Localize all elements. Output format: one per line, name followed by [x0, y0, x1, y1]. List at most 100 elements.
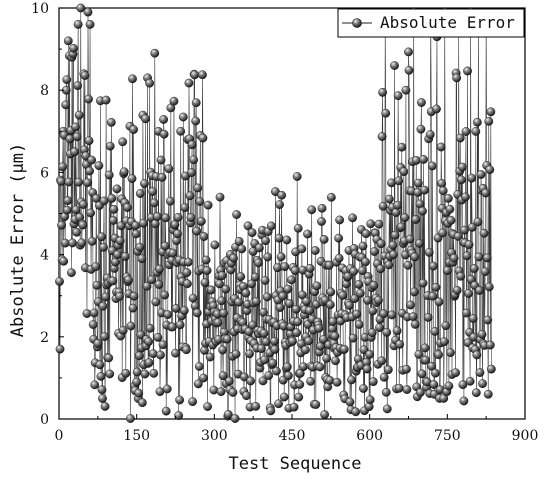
- data-point: [464, 289, 473, 298]
- data-point: [78, 200, 88, 209]
- data-point: [379, 309, 389, 319]
- data-point: [314, 323, 324, 333]
- data-point: [471, 127, 481, 136]
- data-point: [394, 383, 404, 393]
- data-point: [414, 238, 424, 248]
- data-point: [417, 98, 426, 107]
- data-point: [391, 208, 401, 217]
- data-point: [187, 168, 196, 177]
- data-point: [259, 328, 269, 338]
- data-point: [384, 260, 394, 270]
- data-point: [140, 179, 149, 188]
- data-point: [85, 20, 95, 29]
- data-point: [193, 379, 203, 389]
- data-point: [409, 287, 419, 297]
- data-point: [196, 216, 206, 226]
- data-point: [89, 308, 99, 318]
- data-point: [449, 253, 459, 263]
- data-point: [160, 290, 170, 300]
- data-point: [396, 222, 406, 232]
- data-point: [377, 356, 386, 366]
- data-point: [199, 373, 208, 383]
- data-point: [131, 221, 141, 230]
- x-tick-label: 0: [55, 428, 64, 444]
- data-point: [453, 231, 463, 241]
- data-point: [482, 253, 492, 263]
- data-point: [100, 332, 109, 341]
- data-point: [443, 194, 453, 203]
- data-point: [228, 388, 238, 397]
- data-point: [451, 368, 461, 378]
- data-point: [77, 238, 87, 248]
- data-point: [319, 235, 329, 244]
- data-point: [362, 364, 372, 374]
- data-point: [64, 177, 74, 187]
- data-point: [291, 304, 301, 314]
- data-point: [181, 345, 191, 355]
- data-point: [455, 133, 465, 143]
- data-point: [402, 364, 411, 374]
- data-point: [358, 266, 367, 276]
- data-point: [58, 162, 68, 172]
- data-point: [292, 328, 302, 338]
- data-point: [151, 297, 161, 307]
- data-point: [306, 376, 316, 386]
- data-point: [418, 278, 428, 288]
- data-point: [401, 85, 411, 95]
- data-point: [479, 228, 489, 238]
- data-point: [213, 318, 223, 327]
- data-point: [62, 205, 72, 215]
- data-point: [257, 344, 266, 353]
- data-point: [468, 314, 478, 323]
- data-point: [141, 114, 150, 124]
- data-point: [474, 252, 484, 262]
- data-point: [55, 277, 64, 286]
- data-point: [90, 380, 100, 390]
- data-point: [261, 236, 270, 246]
- data-point: [184, 78, 194, 88]
- data-point: [388, 240, 398, 250]
- data-point: [326, 287, 336, 297]
- data-point: [173, 229, 182, 239]
- data-point: [86, 208, 95, 218]
- data-point: [100, 401, 110, 411]
- data-point: [127, 174, 137, 183]
- data-point: [266, 221, 276, 231]
- x-tick-label: 450: [279, 428, 306, 444]
- data-point: [148, 187, 158, 196]
- data-point: [369, 247, 379, 256]
- data-point: [416, 388, 425, 397]
- data-point: [361, 257, 370, 267]
- data-point: [382, 404, 392, 414]
- data-point: [189, 155, 199, 165]
- data-point: [200, 278, 210, 288]
- data-point: [462, 251, 472, 261]
- data-point: [128, 303, 138, 313]
- data-point: [456, 271, 466, 281]
- legend-marker: [352, 18, 362, 28]
- data-point: [175, 395, 185, 405]
- data-point: [410, 252, 420, 262]
- data-point: [463, 66, 472, 76]
- data-point: [152, 212, 162, 221]
- data-point: [437, 179, 447, 188]
- data-point: [312, 281, 322, 291]
- data-point: [138, 218, 148, 228]
- data-point: [188, 397, 197, 407]
- x-tick-label: 750: [434, 428, 461, 444]
- data-point: [393, 91, 403, 101]
- data-point: [186, 213, 196, 223]
- data-point: [218, 371, 228, 381]
- data-point: [154, 280, 164, 289]
- data-point: [93, 339, 103, 348]
- data-point: [428, 291, 438, 301]
- data-point: [147, 275, 157, 285]
- data-point: [317, 203, 327, 213]
- data-point: [107, 193, 117, 203]
- data-point: [368, 306, 378, 316]
- data-point: [106, 117, 116, 127]
- data-point: [59, 256, 69, 266]
- data-point: [345, 301, 354, 310]
- data-point: [480, 267, 490, 277]
- data-point: [279, 392, 289, 402]
